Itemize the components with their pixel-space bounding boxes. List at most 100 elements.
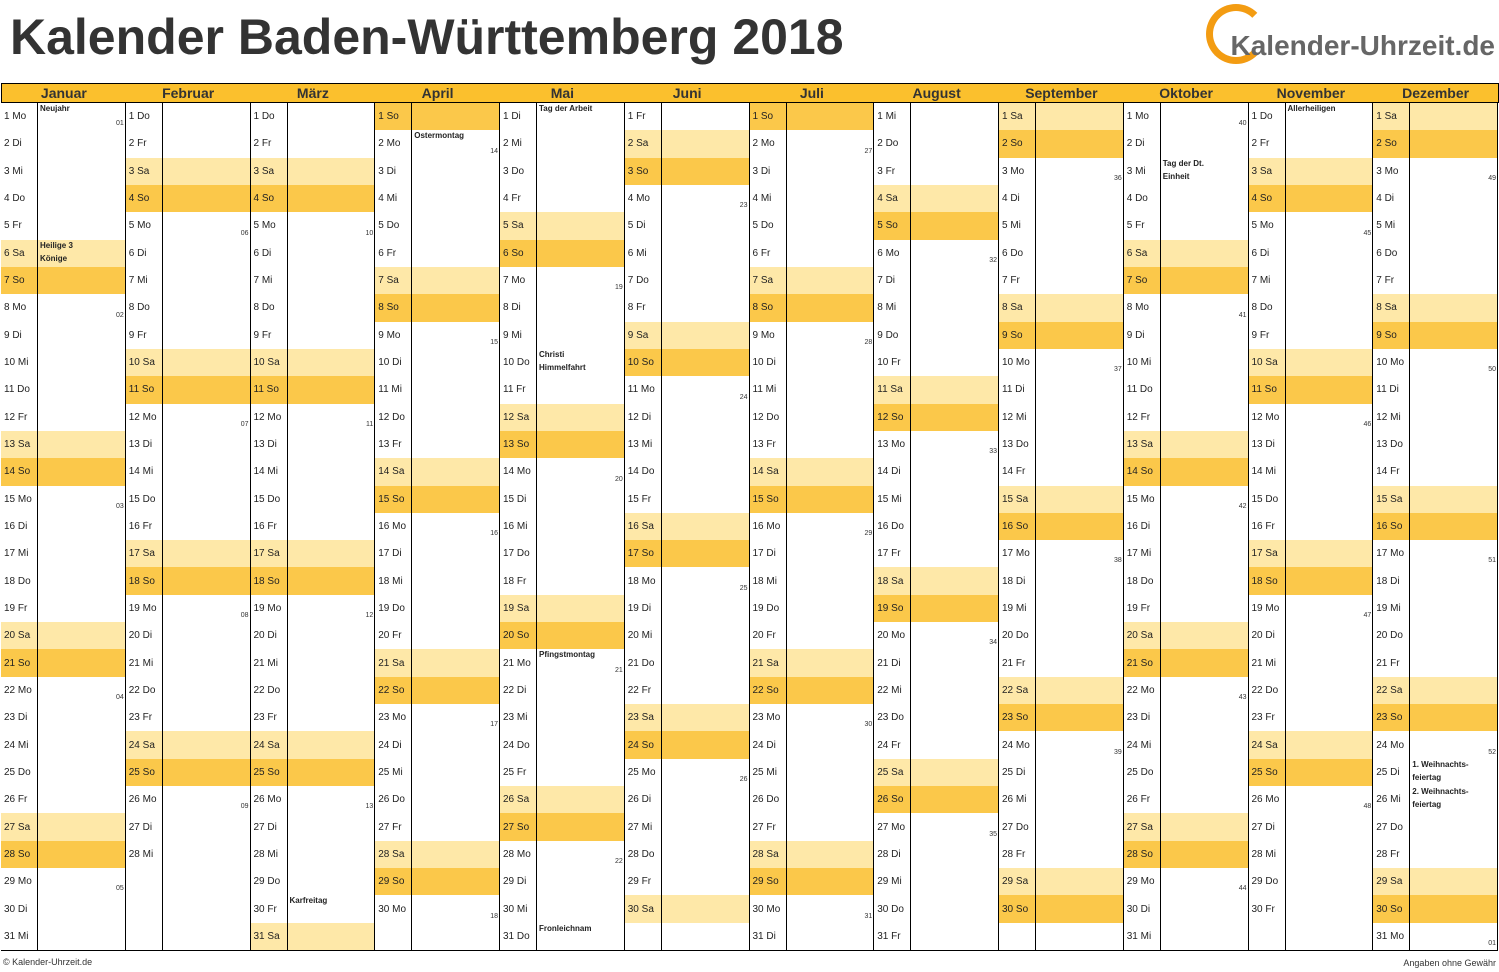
day-cell bbox=[162, 430, 251, 460]
day-label: 23 Mo bbox=[749, 704, 787, 733]
day-label: 30 Fr bbox=[1248, 895, 1286, 924]
day-cell bbox=[786, 731, 875, 760]
day-cell bbox=[537, 868, 625, 897]
day-label: 22 Mi bbox=[874, 676, 912, 706]
day-cell bbox=[537, 676, 625, 706]
day-cell bbox=[1160, 376, 1249, 405]
day-label: 19 Do bbox=[749, 594, 787, 624]
day-label: 31 Mi bbox=[1123, 922, 1161, 951]
holiday: Tag der Arbeit bbox=[539, 104, 593, 113]
week-number: 13 bbox=[365, 803, 374, 811]
day-label: 15 Sa bbox=[1373, 485, 1411, 514]
day-cell bbox=[412, 758, 500, 788]
day-cell bbox=[786, 485, 875, 514]
day-cell bbox=[38, 512, 126, 542]
day-label: 23 So bbox=[999, 704, 1036, 733]
day-cell bbox=[1160, 430, 1249, 460]
day-cell bbox=[786, 594, 875, 624]
day-cell bbox=[287, 840, 376, 870]
day-label: 18 So bbox=[125, 567, 163, 596]
day-cell bbox=[786, 430, 875, 460]
holiday: feiertag bbox=[1412, 800, 1442, 810]
week-number: 04 bbox=[115, 694, 124, 702]
day-cell bbox=[1036, 239, 1124, 268]
day-label: 26 Mi bbox=[1373, 786, 1411, 815]
month-header: Juni bbox=[624, 83, 751, 103]
day-label: 29 Sa bbox=[1373, 868, 1411, 897]
day-cell bbox=[911, 540, 999, 569]
day-cell bbox=[1410, 704, 1498, 733]
day-cell bbox=[1285, 649, 1374, 678]
day-cell bbox=[786, 758, 875, 788]
day-cell bbox=[661, 649, 750, 678]
day-label: 24 Di bbox=[749, 731, 787, 760]
week-number: 31 bbox=[864, 912, 873, 920]
day-label: 7 Mo bbox=[500, 266, 537, 296]
day-cell bbox=[661, 212, 750, 241]
day-cell bbox=[1285, 212, 1374, 241]
day-cell bbox=[38, 704, 126, 733]
day-cell bbox=[1285, 567, 1374, 596]
day-cell bbox=[1285, 130, 1374, 159]
day-label: 24 Mo bbox=[1373, 731, 1411, 760]
month-header: Oktober bbox=[1123, 83, 1250, 103]
day-label: 19 Mo bbox=[125, 594, 163, 624]
day-cell bbox=[38, 840, 126, 870]
day-label: 28 Mo bbox=[500, 840, 537, 870]
day-label: 18 Fr bbox=[500, 567, 537, 596]
day-label: 26 Do bbox=[749, 786, 787, 815]
day-label: 19 Mo bbox=[1248, 594, 1286, 624]
day-label: 31 Mi bbox=[1, 922, 38, 951]
day-label: 5 So bbox=[874, 212, 912, 241]
day-label: 16 So bbox=[1373, 512, 1411, 542]
day-cell bbox=[412, 103, 500, 132]
day-cell bbox=[1036, 294, 1124, 323]
day-cell bbox=[786, 321, 875, 350]
day-label: 25 Do bbox=[1, 758, 38, 788]
day-cell bbox=[537, 622, 625, 651]
day-label: 3 Fr bbox=[874, 157, 912, 186]
holiday: 1. Weihnachts- bbox=[1412, 759, 1469, 769]
day-label: 8 Fr bbox=[624, 294, 662, 323]
week-number: 45 bbox=[1363, 229, 1372, 237]
day-label: 19 Di bbox=[624, 594, 662, 624]
month-header: März bbox=[250, 83, 377, 103]
day-cell bbox=[287, 868, 376, 897]
day-label: 2 So bbox=[999, 130, 1036, 159]
day-cell bbox=[661, 840, 750, 870]
day-label: 12 Mo bbox=[250, 403, 288, 432]
day-cell bbox=[786, 184, 875, 214]
day-cell bbox=[537, 731, 625, 760]
month-header: Januar bbox=[1, 83, 127, 103]
day-cell bbox=[287, 212, 376, 241]
day-label: 3 Sa bbox=[250, 157, 288, 186]
day-cell bbox=[162, 321, 251, 350]
day-cell bbox=[1160, 348, 1249, 378]
day-label: 23 Fr bbox=[1248, 704, 1286, 733]
day-cell bbox=[287, 130, 376, 159]
day-label: 23 Di bbox=[1, 704, 38, 733]
day-label: 27 Mi bbox=[624, 813, 662, 842]
day-cell bbox=[1160, 731, 1249, 760]
day-cell bbox=[287, 731, 376, 760]
day-label: 1 Fr bbox=[624, 103, 662, 132]
day-cell bbox=[287, 485, 376, 514]
day-cell bbox=[1285, 922, 1374, 951]
day-cell bbox=[162, 649, 251, 678]
day-cell bbox=[786, 813, 875, 842]
day-cell bbox=[1036, 758, 1124, 788]
day-label: 7 Di bbox=[874, 266, 912, 296]
week-number: 36 bbox=[1113, 174, 1122, 182]
day-cell bbox=[911, 184, 999, 214]
day-cell bbox=[1160, 594, 1249, 624]
day-label: 14 Do bbox=[624, 458, 662, 487]
day-cell bbox=[661, 321, 750, 350]
day-cell bbox=[537, 157, 625, 186]
day-label bbox=[125, 895, 163, 924]
day-cell bbox=[38, 895, 126, 924]
copyright: © Kalender-Uhrzeit.de bbox=[3, 957, 93, 967]
day-label: 15 Do bbox=[250, 485, 288, 514]
day-label: 14 Di bbox=[874, 458, 912, 487]
day-cell bbox=[1160, 567, 1249, 596]
day-cell bbox=[1160, 622, 1249, 651]
